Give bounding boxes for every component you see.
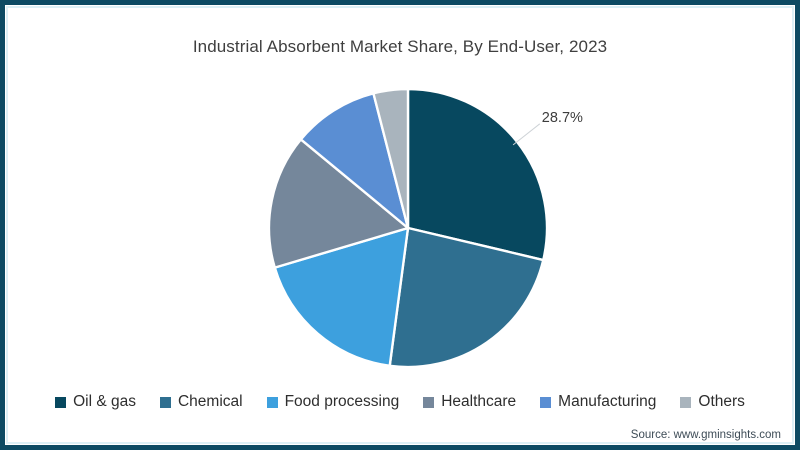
legend-item-manufacturing[interactable]: Manufacturing <box>540 393 656 411</box>
pie-chart: 28.7% <box>267 87 583 369</box>
legend-label: Manufacturing <box>558 393 657 410</box>
pie-slice-chemical[interactable] <box>388 226 545 369</box>
pie-slice-healthcare[interactable] <box>267 138 410 269</box>
legend-swatch <box>266 396 278 408</box>
legend-item-others[interactable]: Others <box>680 393 745 411</box>
legend-swatch <box>423 396 435 408</box>
legend-item-food-processing[interactable]: Food processing <box>266 393 400 411</box>
legend-swatch <box>680 396 692 408</box>
legend-item-chemical[interactable]: Chemical <box>159 393 243 411</box>
legend-label: Food processing <box>284 393 400 410</box>
legend-label: Healthcare <box>441 393 517 410</box>
pie-slice-others[interactable] <box>372 87 410 230</box>
legend-label: Chemical <box>177 393 243 410</box>
chart-title: Industrial Absorbent Market Share, By En… <box>192 37 608 56</box>
legend-label: Oil & gas <box>73 393 136 410</box>
pie-slice-food-processing[interactable] <box>273 226 410 367</box>
label-leader-line <box>512 123 541 146</box>
pie-data-label: 28.7% <box>542 110 583 126</box>
legend-item-oil-gas[interactable]: Oil & gas <box>55 393 136 411</box>
legend-label: Others <box>698 393 745 410</box>
source-attribution: Source: www.gminsights.com <box>630 429 781 441</box>
legend-swatch <box>55 396 67 408</box>
legend-swatch <box>159 396 171 408</box>
legend: Oil & gas Chemical Food processing Healthca… <box>5 393 795 411</box>
legend-item-healthcare[interactable]: Healthcare <box>423 393 516 411</box>
legend-swatch <box>540 396 552 408</box>
